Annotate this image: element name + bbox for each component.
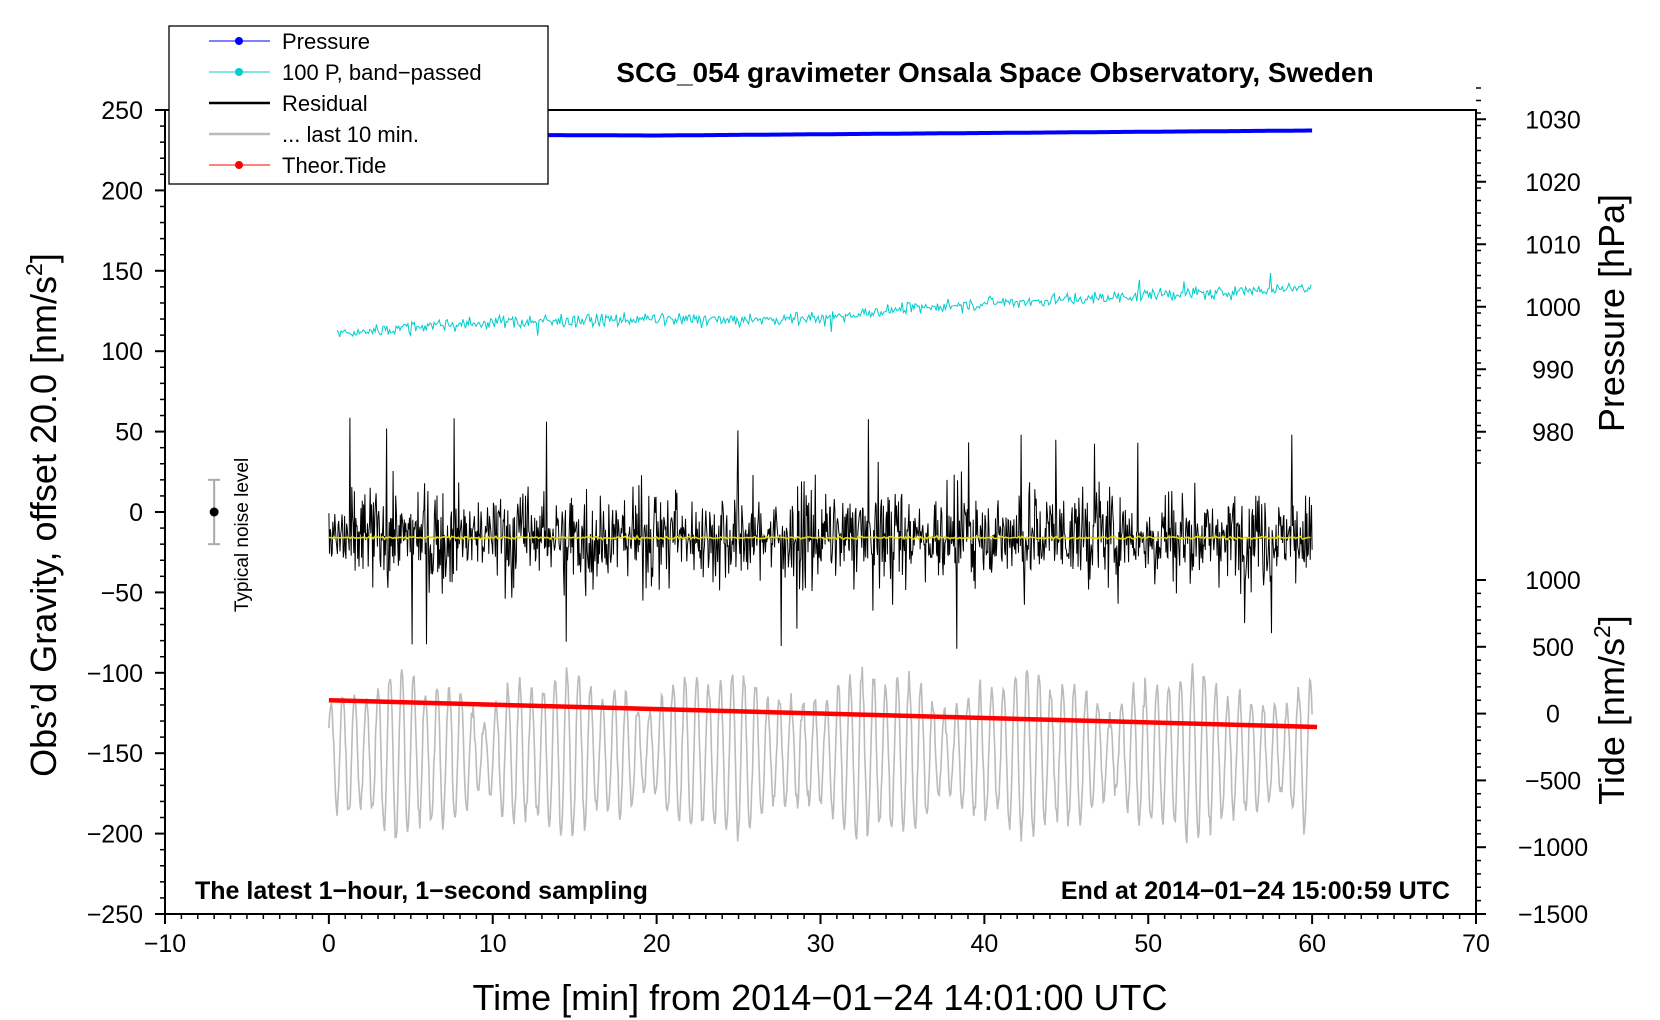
noise-bar-dot [210, 508, 219, 517]
y-axis-right-tide-title-sup: 2 [1589, 625, 1615, 638]
x-tick-label: 0 [322, 930, 336, 958]
x-tick-label: 20 [643, 930, 671, 958]
tide-tick-label: −1000 [1518, 834, 1588, 862]
y-axis-left-title: Obs’d Gravity, offset 20.0 [nm/s2] [21, 253, 64, 777]
y-left-tick-label: 100 [101, 338, 143, 366]
series-layer [329, 131, 1317, 844]
y-left-tick-label: −250 [87, 901, 143, 929]
y-left-tick-label: 250 [101, 97, 143, 125]
y-axis-left-title-main: Obs’d Gravity, offset 20.0 [nm/s [23, 276, 64, 777]
pressure-tick-label: 1010 [1525, 231, 1581, 259]
legend-label: Pressure [282, 29, 370, 54]
y-axis-left-title-close: ] [23, 253, 64, 263]
y-left-tick-label: −50 [101, 579, 143, 607]
y-left-tick-label: 150 [101, 258, 143, 286]
y-axis-right-pressure: 1030 1020 1010 1000 990 980 [1476, 88, 1581, 463]
annotation-end-time: End at 2014−01−24 15:00:59 UTC [1061, 877, 1450, 905]
tide-tick-label: −1500 [1518, 901, 1588, 929]
y-left-tick-label: 0 [129, 499, 143, 527]
x-tick-label: 40 [970, 930, 998, 958]
y-left-tick-label: 200 [101, 177, 143, 205]
legend-label: Residual [282, 91, 368, 116]
legend-marker [235, 68, 243, 76]
annotation-sampling: The latest 1−hour, 1−second sampling [195, 877, 648, 905]
x-tick-label: 10 [479, 930, 507, 958]
y-axis-right-pressure-title: Pressure [hPa] [1591, 194, 1632, 432]
y-axis-right-tide-title: Tide [nm/s2] [1589, 615, 1632, 805]
x-axis: −10 0 10 20 30 40 50 60 70 [144, 914, 1490, 958]
gravity-chart: −10 0 10 20 30 40 50 60 70 250200150100500−50−10… [0, 0, 1660, 1020]
chart-title: SCG_054 gravimeter Onsala Space Observat… [616, 57, 1373, 88]
legend-label: Theor.Tide [282, 153, 386, 178]
y-left-tick-label: −200 [87, 821, 143, 849]
legend-marker [235, 161, 243, 169]
x-tick-label: 70 [1462, 930, 1490, 958]
series-pressure-bandpassed [337, 273, 1311, 337]
x-tick-label: 50 [1134, 930, 1162, 958]
legend-label: ... last 10 min. [282, 122, 419, 147]
legend: Pressure 100 P, band−passed Residual ... la… [169, 26, 548, 184]
legend-label: 100 P, band−passed [282, 60, 482, 85]
x-axis-title: Time [min] from 2014−01−24 14:01:00 UTC [472, 977, 1167, 1018]
pressure-tick-label: 990 [1532, 356, 1574, 384]
x-tick-label: 30 [807, 930, 835, 958]
tide-tick-label: 1000 [1525, 567, 1581, 595]
series-last-10-min [329, 663, 1312, 843]
legend-marker [235, 37, 243, 45]
tide-tick-label: 0 [1546, 701, 1560, 729]
y-axis-right-tide-title-main: Tide [nm/s [1591, 638, 1632, 805]
y-axis-left: 250 200 150 100 50 0 −50 −100 −150 −200 −250 [87, 97, 165, 929]
x-tick-label: −10 [144, 930, 186, 958]
y-left-tick-label: −150 [87, 740, 143, 768]
y-axis-right-tide: 1000 500 0 −500 −1000 −1500 [1476, 567, 1588, 929]
series-residual [329, 418, 1312, 649]
pressure-tick-label: 1030 [1525, 106, 1581, 134]
noise-level-label: Typical noise level [232, 458, 253, 612]
y-axis-right-tide-title-close: ] [1591, 615, 1632, 625]
y-left-tick-label: 50 [115, 419, 143, 447]
pressure-tick-label: 1020 [1525, 169, 1581, 197]
series-theoretical-tide [329, 700, 1317, 727]
noise-level-indicator [208, 480, 220, 544]
x-tick-label: 60 [1298, 930, 1326, 958]
pressure-tick-label: 1000 [1525, 294, 1581, 322]
tide-tick-label: 500 [1532, 634, 1574, 662]
y-axis-left-title-sup: 2 [21, 263, 47, 276]
pressure-tick-label: 980 [1532, 419, 1574, 447]
y-left-tick-label: −100 [87, 660, 143, 688]
tide-tick-label: −500 [1525, 767, 1581, 795]
